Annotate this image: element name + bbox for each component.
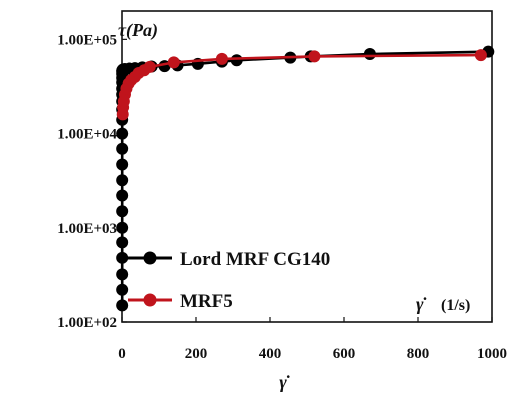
y-tick-label: 1.00E+04 (57, 127, 117, 143)
x-tick-label: 400 (259, 346, 282, 362)
legend-entry: Lord MRF CG140 (128, 249, 330, 270)
data-point (116, 158, 129, 171)
data-point (116, 268, 129, 281)
y-axis-label: τ(Pa) (118, 20, 158, 41)
legend-marker (143, 293, 157, 307)
data-point (308, 50, 321, 63)
x-axis-label: γ̇ (279, 372, 289, 392)
x-tick-label: 200 (185, 346, 208, 362)
data-point (116, 205, 129, 218)
data-point (116, 127, 129, 140)
legend: Lord MRF CG140 MRF5 (128, 249, 330, 312)
legend-label: Lord MRF CG140 (180, 249, 330, 270)
axes: 0 200 400 600 800 1000 1.00E+02 1.00E+03 1.00E+0… (57, 10, 507, 362)
data-point (116, 221, 129, 234)
data-point (167, 56, 180, 69)
x-tick-label: 600 (333, 346, 356, 362)
data-point (116, 174, 129, 187)
legend-label: MRF5 (180, 291, 233, 312)
data-point (116, 236, 129, 249)
x-axis-label-inside: γ̇ (416, 294, 426, 314)
data-point (116, 283, 129, 296)
series-1 (116, 49, 487, 121)
y-tick-label: 1.00E+02 (57, 315, 117, 331)
data-point (230, 54, 243, 67)
data-point (474, 49, 487, 62)
x-axis-unit: (1/s) (441, 297, 470, 314)
data-point (215, 52, 228, 65)
x-tick-label: 1000 (477, 346, 507, 362)
data-point (116, 142, 129, 155)
data-point (116, 189, 129, 202)
y-tick-label: 1.00E+05 (57, 32, 117, 48)
legend-marker (143, 251, 157, 265)
series-0 (116, 45, 495, 312)
data-point (116, 299, 129, 312)
legend-entry: MRF5 (128, 291, 233, 312)
x-tick-label: 0 (118, 346, 126, 362)
series-layer (116, 45, 495, 312)
data-point (363, 47, 376, 60)
x-tick-label: 800 (407, 346, 430, 362)
data-point (116, 251, 129, 264)
data-point (143, 60, 156, 73)
y-tick-label: 1.00E+03 (57, 221, 117, 237)
